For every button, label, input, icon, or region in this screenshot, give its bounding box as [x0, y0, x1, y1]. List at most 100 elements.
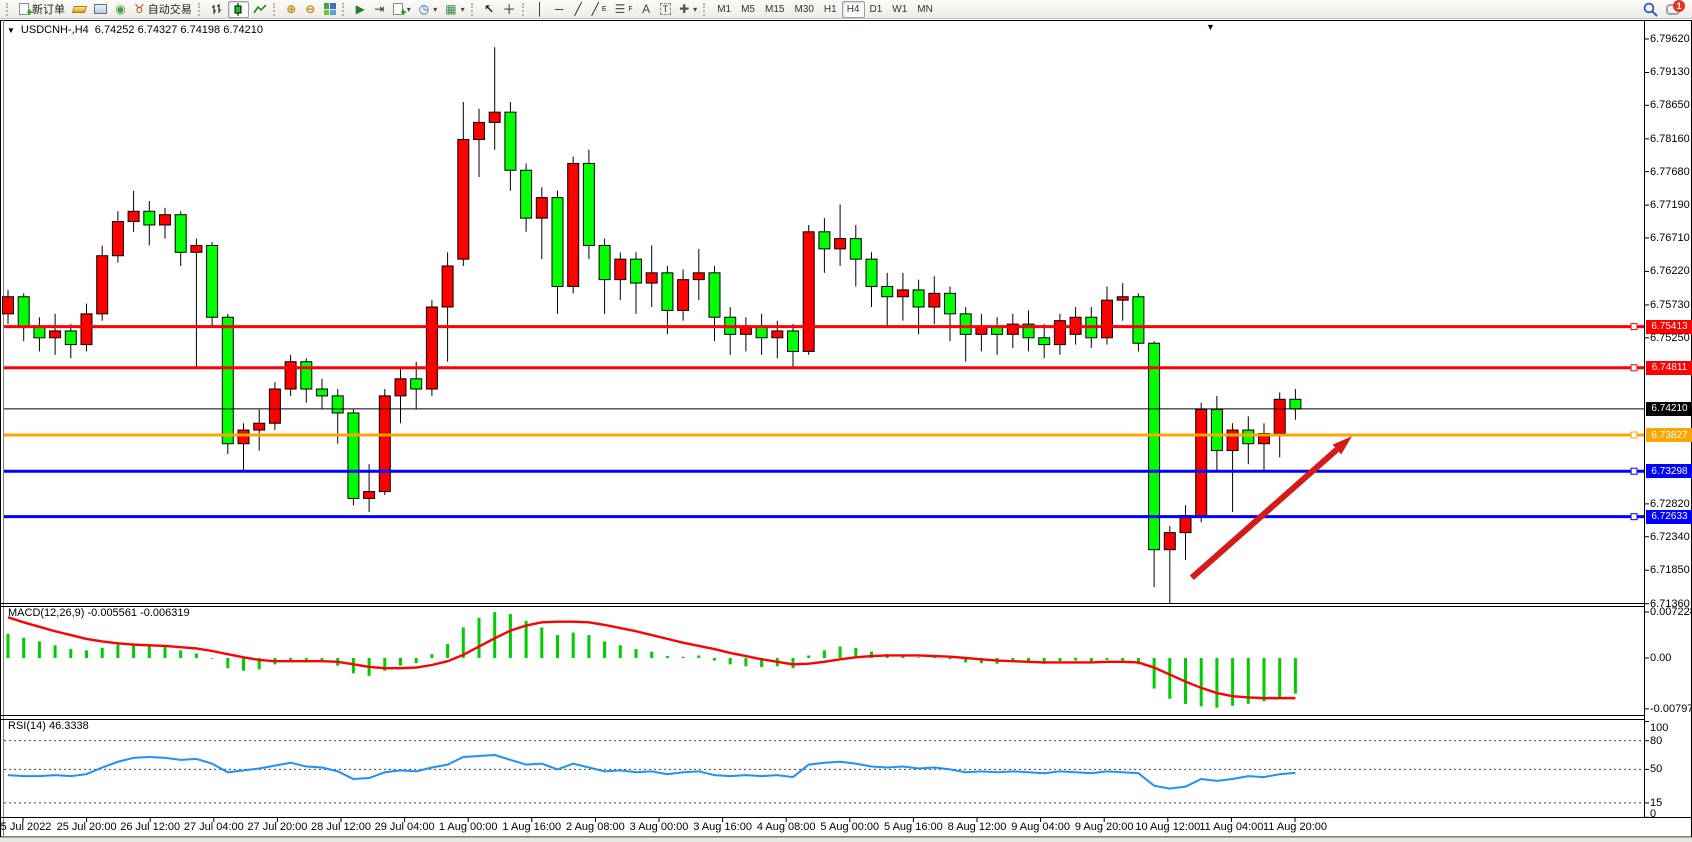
search-icon[interactable] [1643, 2, 1658, 17]
bar-chart-mode-button[interactable] [207, 1, 228, 18]
timeframe-button-m30[interactable]: M30 [794, 3, 814, 15]
candle [567, 162, 580, 287]
new-order-button[interactable]: 新订单 [15, 1, 69, 19]
add-indicator-icon [392, 3, 407, 19]
candle [2, 296, 14, 315]
gold-ingot-icon [71, 5, 88, 13]
trend-arrow[interactable] [1189, 447, 1339, 580]
trendline-tool-button[interactable]: ╱ [569, 1, 588, 18]
candle [1226, 429, 1239, 452]
horizontal-line-icon: ─ [554, 2, 564, 16]
label-tool-button[interactable]: T [656, 1, 676, 18]
signal-button[interactable]: ◉ [111, 1, 130, 18]
candle [755, 327, 768, 339]
candle [614, 258, 627, 281]
timeframe-button-d1[interactable]: D1 [869, 3, 883, 15]
shapes-icon: ✚ [679, 2, 690, 16]
cursor-tool-button[interactable]: ↖ [480, 1, 499, 18]
text-tool-button[interactable]: A [637, 1, 656, 18]
add-indicator-button[interactable]: ▾ [389, 1, 415, 19]
candle [441, 265, 454, 308]
timeframe-button-m1[interactable]: M1 [717, 3, 732, 15]
chart-canvas[interactable] [0, 20, 1692, 842]
channel-tool-button[interactable]: ╱ E [588, 1, 611, 18]
candle [975, 327, 988, 335]
timeframe-group: M1 M5 M15 M30 H1 H4 D1 W1 MN [712, 0, 938, 18]
timeframe-button-m5[interactable]: M5 [741, 3, 755, 15]
tile-windows-button[interactable] [320, 1, 340, 18]
timeframe-button-mn[interactable]: MN [917, 3, 933, 15]
rsi-line [7, 754, 1296, 790]
candle [159, 214, 171, 226]
zoom-in-icon: ⊕ [286, 2, 297, 16]
candle [881, 285, 894, 298]
candlestick-icon [234, 2, 242, 16]
candle [1148, 342, 1161, 551]
candlestick-mode-button[interactable] [227, 0, 249, 18]
candle [661, 272, 674, 311]
fibonacci-tool-button[interactable]: ☰ F [611, 1, 637, 18]
candle [1116, 296, 1129, 301]
cursor-icon: ↖ [484, 2, 495, 16]
line-handle [1630, 467, 1638, 475]
chart-window: ▼ USDCNH-,H4 6.74252 6.74327 6.74198 6.7… [0, 20, 1692, 842]
toolbar-grip [272, 2, 278, 16]
terminal-button[interactable] [90, 1, 111, 18]
gold-button[interactable] [69, 1, 90, 18]
candle [49, 330, 62, 339]
candle [1195, 409, 1208, 517]
candle [206, 244, 219, 318]
chevron-down-icon: ▾ [406, 4, 411, 14]
candle [991, 327, 1004, 335]
label-tool-icon: T [659, 3, 672, 15]
candle [849, 238, 862, 260]
timeframe-button-h1[interactable]: H1 [823, 3, 837, 15]
toolbar-grip [521, 2, 527, 16]
chevron-down-icon: ▾ [693, 4, 698, 14]
candle [1101, 299, 1113, 339]
candle [1053, 320, 1066, 346]
new-order-icon [19, 3, 33, 19]
zoom-out-button[interactable]: ⊖ [301, 1, 320, 18]
horizontal-line-tool-button[interactable]: ─ [550, 1, 569, 18]
candle [33, 327, 46, 339]
line-handle [1630, 364, 1638, 372]
candle [535, 197, 548, 219]
candle [64, 330, 77, 346]
notification-badge: 1 [1673, 0, 1685, 12]
zoom-in-button[interactable]: ⊕ [282, 1, 301, 18]
candle [1258, 432, 1270, 445]
candle [630, 258, 642, 284]
candle [896, 289, 909, 298]
candle [253, 422, 266, 431]
candle [551, 197, 564, 287]
line-handle [1630, 431, 1638, 439]
trend-arrow-head [1332, 436, 1352, 455]
fibonacci-icon: ☰ [614, 2, 626, 16]
vertical-line-tool-button[interactable]: │ [531, 1, 550, 18]
candle [174, 214, 187, 253]
timeframe-button-w1[interactable]: W1 [892, 3, 908, 15]
channel-label: E [601, 5, 607, 13]
chart-shift-button[interactable]: ⇥ [370, 1, 389, 18]
chat-icon[interactable]: 1 [1666, 0, 1685, 15]
candle [944, 292, 956, 315]
period-button[interactable]: ◷ ▾ [415, 1, 442, 18]
vertical-line-icon: │ [536, 2, 544, 16]
auto-trading-button[interactable]: ♉ 自动交易 [130, 1, 196, 18]
channel-icon: ╱ [591, 2, 599, 16]
crosshair-icon: ＋ [502, 1, 516, 17]
candle [143, 210, 156, 226]
line-handle [1630, 323, 1638, 331]
crosshair-tool-button[interactable]: ＋ [499, 1, 520, 18]
timeframe-button-h4[interactable]: H4 [841, 0, 865, 18]
candle [1210, 409, 1223, 452]
candle [127, 210, 140, 223]
auto-scroll-button[interactable]: ▶ [351, 1, 370, 18]
candle [582, 162, 595, 246]
timeframe-button-m15[interactable]: M15 [765, 3, 785, 15]
shapes-tool-button[interactable]: ✚ ▾ [675, 1, 701, 18]
template-button[interactable]: ▦ ▾ [441, 1, 468, 18]
line-chart-mode-button[interactable] [249, 1, 271, 18]
candle [190, 244, 203, 253]
